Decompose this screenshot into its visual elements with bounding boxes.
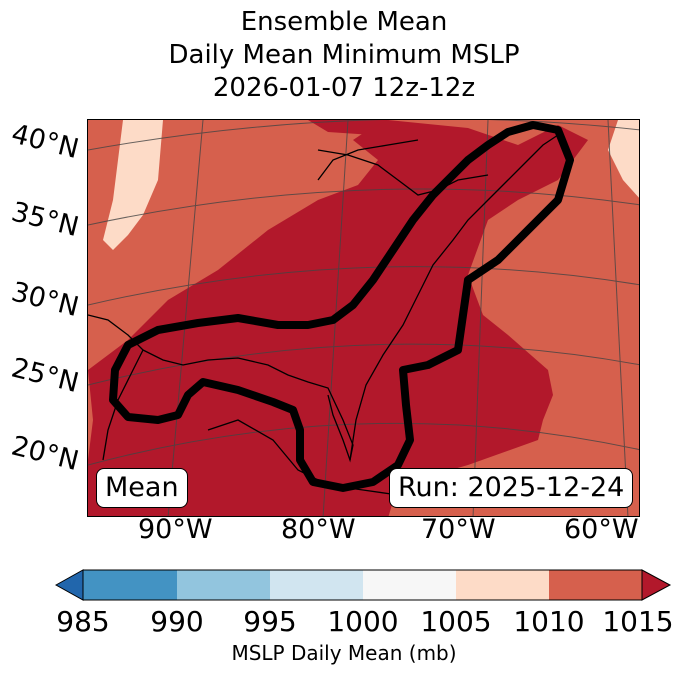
colorbar-extend-high <box>641 569 672 601</box>
colorbar-segment-1000-1005 <box>363 570 456 600</box>
colorbar-frame <box>82 569 643 601</box>
colorbar-segment-990-995 <box>177 570 270 600</box>
pressure-field-1005-northeast <box>608 120 639 198</box>
colorbar-segment-1005-1010 <box>456 570 549 600</box>
colorbar-tick-1010: 1010 <box>513 605 585 638</box>
lat-label-40: 40°N <box>8 118 82 166</box>
lat-label-25: 25°N <box>8 352 82 400</box>
run-annotation: Run: 2025-12-24 <box>389 468 634 508</box>
lon-label-70w: 70°W <box>421 514 496 545</box>
colorbar-tick-1005: 1005 <box>420 605 492 638</box>
colorbar-segment-985-990 <box>83 570 177 600</box>
map-canvas <box>88 120 639 516</box>
title-line-2: Daily Mean Minimum MSLP <box>168 40 520 70</box>
colorbar-segment-1010-1015 <box>549 570 642 600</box>
colorbar <box>54 569 672 601</box>
title-line-1: Ensemble Mean <box>240 7 448 37</box>
pressure-field-1005-west <box>103 120 163 250</box>
lon-label-90w: 90°W <box>138 514 213 545</box>
lat-label-30: 30°N <box>8 276 82 324</box>
colorbar-tick-995: 995 <box>243 605 297 638</box>
colorbar-tick-990: 990 <box>150 605 204 638</box>
colorbar-segment-995-1000 <box>270 570 363 600</box>
colorbar-tick-1015: 1015 <box>602 605 674 638</box>
title-line-3: 2026-01-07 12z-12z <box>212 73 476 103</box>
lon-label-80w: 80°W <box>281 514 356 545</box>
graticule <box>88 120 639 516</box>
lat-label-35: 35°N <box>8 196 82 244</box>
colorbar-tick-985: 985 <box>56 605 110 638</box>
colorbar-extend-low <box>54 569 84 601</box>
colorbar-tick-1000: 1000 <box>327 605 399 638</box>
lat-label-20: 20°N <box>8 430 82 478</box>
colorbar-label: MSLP Daily Mean (mb) <box>231 641 457 665</box>
map-panel <box>87 119 640 517</box>
pressure-contour-1015 <box>109 121 574 492</box>
lon-label-60w: 60°W <box>564 514 639 545</box>
mean-annotation: Mean <box>96 468 188 508</box>
